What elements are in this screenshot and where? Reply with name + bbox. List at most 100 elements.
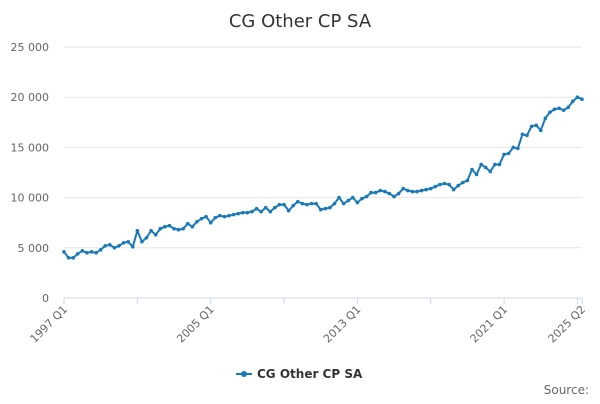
data-point[interactable] <box>419 188 424 193</box>
data-point[interactable] <box>575 95 580 99</box>
data-point[interactable] <box>135 228 140 233</box>
data-point[interactable] <box>71 256 75 260</box>
data-point[interactable] <box>117 243 121 248</box>
data-point[interactable] <box>401 186 406 191</box>
data-point[interactable] <box>479 162 483 167</box>
data-point[interactable] <box>98 248 103 252</box>
data-point[interactable] <box>534 123 538 128</box>
data-point[interactable] <box>318 207 323 212</box>
data-point[interactable] <box>447 182 451 187</box>
data-point[interactable] <box>341 201 346 206</box>
data-point[interactable] <box>263 205 268 210</box>
data-point[interactable] <box>392 194 396 199</box>
data-point[interactable] <box>245 210 250 215</box>
data-point[interactable] <box>103 243 108 248</box>
data-point[interactable] <box>350 195 355 200</box>
data-point[interactable] <box>250 209 254 214</box>
data-point[interactable] <box>451 187 456 192</box>
data-point[interactable] <box>222 214 227 219</box>
data-point[interactable] <box>415 189 419 194</box>
data-point[interactable] <box>493 162 497 167</box>
data-point[interactable] <box>580 97 584 102</box>
data-point[interactable] <box>140 239 144 244</box>
data-point[interactable] <box>144 235 149 240</box>
data-point[interactable] <box>502 152 506 157</box>
data-point[interactable] <box>218 213 222 218</box>
data-point[interactable] <box>396 191 401 196</box>
data-point[interactable] <box>75 252 80 256</box>
data-point[interactable] <box>323 206 328 211</box>
data-point[interactable] <box>163 224 167 229</box>
data-point[interactable] <box>282 202 286 207</box>
data-point[interactable] <box>465 178 470 183</box>
data-point[interactable] <box>557 106 561 111</box>
data-point[interactable] <box>378 188 383 193</box>
data-point[interactable] <box>520 132 525 137</box>
data-point[interactable] <box>571 99 575 104</box>
data-point[interactable] <box>548 110 552 115</box>
data-point[interactable] <box>373 190 378 195</box>
data-point[interactable] <box>121 240 126 245</box>
data-point[interactable] <box>240 210 245 215</box>
data-point[interactable] <box>286 208 291 213</box>
data-point[interactable] <box>529 124 534 129</box>
data-point[interactable] <box>552 107 557 112</box>
data-point[interactable] <box>566 105 571 110</box>
data-point[interactable] <box>383 189 387 194</box>
data-point[interactable] <box>369 190 373 195</box>
data-point[interactable] <box>112 246 117 250</box>
data-point[interactable] <box>474 172 479 177</box>
data-point[interactable] <box>300 201 305 206</box>
data-point[interactable] <box>181 226 185 231</box>
data-point[interactable] <box>497 162 502 167</box>
data-point[interactable] <box>387 191 392 196</box>
data-point[interactable] <box>516 146 520 151</box>
data-point[interactable] <box>424 187 428 192</box>
data-point[interactable] <box>511 145 516 150</box>
data-point[interactable] <box>561 108 566 113</box>
data-point[interactable] <box>126 239 130 244</box>
data-point[interactable] <box>364 194 369 199</box>
data-point[interactable] <box>195 219 199 224</box>
data-point[interactable] <box>470 167 474 172</box>
data-point[interactable] <box>355 200 360 205</box>
data-point[interactable] <box>305 202 309 207</box>
data-point[interactable] <box>438 182 442 187</box>
data-point[interactable] <box>273 205 277 210</box>
data-point[interactable] <box>130 244 135 249</box>
data-point[interactable] <box>231 212 236 217</box>
data-point[interactable] <box>442 181 447 186</box>
legend[interactable]: CG Other CP SA <box>236 367 363 381</box>
data-point[interactable] <box>328 205 332 210</box>
data-point[interactable] <box>277 202 282 207</box>
data-point[interactable] <box>506 151 511 156</box>
data-point[interactable] <box>337 195 341 200</box>
data-point[interactable] <box>172 226 176 231</box>
data-point[interactable] <box>295 199 300 204</box>
data-point[interactable] <box>185 221 190 226</box>
data-point[interactable] <box>158 226 163 231</box>
data-point[interactable] <box>208 220 213 225</box>
data-point[interactable] <box>410 189 415 194</box>
data-point[interactable] <box>190 224 195 229</box>
data-point[interactable] <box>80 249 85 253</box>
data-point[interactable] <box>483 165 488 170</box>
data-point[interactable] <box>543 116 548 121</box>
data-point[interactable] <box>488 169 493 174</box>
data-point[interactable] <box>85 251 89 255</box>
data-point[interactable] <box>199 216 204 221</box>
data-point[interactable] <box>291 203 296 208</box>
data-point[interactable] <box>346 198 351 203</box>
data-point[interactable] <box>204 214 208 219</box>
data-point[interactable] <box>236 211 240 216</box>
data-point[interactable] <box>254 206 259 211</box>
data-point[interactable] <box>94 251 98 255</box>
data-point[interactable] <box>433 184 438 189</box>
data-point[interactable] <box>213 215 218 220</box>
data-point[interactable] <box>461 180 465 185</box>
data-point[interactable] <box>360 196 364 201</box>
data-point[interactable] <box>176 227 181 232</box>
data-point[interactable] <box>268 209 273 214</box>
data-point[interactable] <box>525 133 529 138</box>
data-point[interactable] <box>538 128 543 133</box>
